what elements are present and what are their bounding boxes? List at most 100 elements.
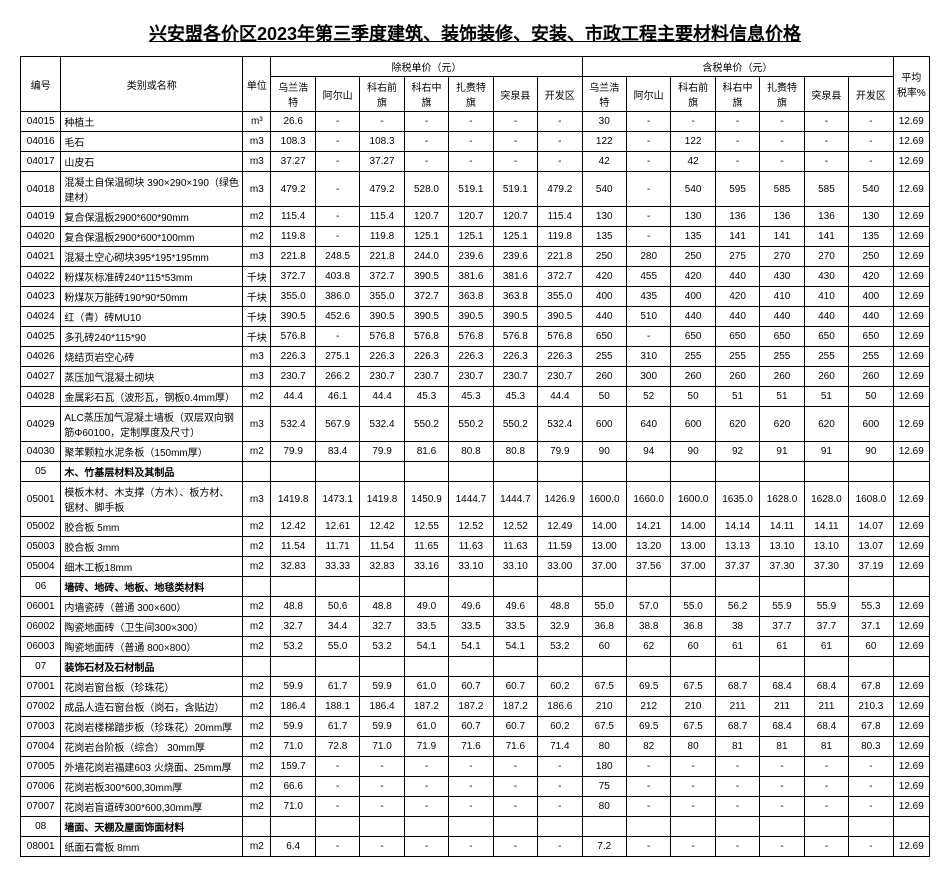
cell-excl: 12.49: [538, 517, 582, 537]
cell-incl: 51: [715, 387, 759, 407]
cell-unit: m2: [243, 777, 271, 797]
cell-incl: 420: [582, 267, 626, 287]
cell-excl: -: [360, 757, 404, 777]
cell-id: 07002: [21, 697, 61, 717]
cell-excl: -: [360, 837, 404, 857]
cell-excl: 576.8: [360, 327, 404, 347]
cell-rate: 12.69: [893, 597, 929, 617]
cell-excl: 115.4: [360, 207, 404, 227]
cell-id: 04025: [21, 327, 61, 347]
cell-excl: 363.8: [449, 287, 493, 307]
cell-incl: 13.07: [849, 537, 893, 557]
cell-excl: 12.52: [493, 517, 537, 537]
cell-incl: 440: [760, 307, 804, 327]
cell-incl: -: [760, 837, 804, 857]
cell-excl: 66.6: [271, 777, 315, 797]
cell-excl: 576.8: [449, 327, 493, 347]
cell-id: 08: [21, 817, 61, 837]
cell-incl: -: [804, 777, 848, 797]
cell-excl: 576.8: [493, 327, 537, 347]
cell-name: 纸面石膏板 8mm: [61, 837, 243, 857]
cell-name: 山皮石: [61, 152, 243, 172]
cell-excl: 60.7: [493, 677, 537, 697]
table-row: 06003陶瓷地面砖（普通 800×800）m253.255.053.254.1…: [21, 637, 930, 657]
cell-incl: 400: [582, 287, 626, 307]
cell-name: 外墙花岗岩福建603 火烧面、25mm厚: [61, 757, 243, 777]
cell-incl: -: [671, 837, 715, 857]
cell-empty: [760, 577, 804, 597]
cell-incl: 50: [671, 387, 715, 407]
table-row: 04029ALC蒸压加气混凝土墙板（双层双向钢筋Φ60100，定制厚度及尺寸）m…: [21, 407, 930, 442]
cell-incl: 14.14: [715, 517, 759, 537]
cell-incl: 435: [626, 287, 670, 307]
cell-unit: m3: [243, 247, 271, 267]
cell-excl: 275.1: [315, 347, 359, 367]
cell-incl: -: [715, 797, 759, 817]
cell-excl: -: [315, 172, 359, 207]
header-region: 开发区: [538, 77, 582, 112]
cell-id: 04018: [21, 172, 61, 207]
cell-excl: 44.4: [538, 387, 582, 407]
header-region: 乌兰浩特: [271, 77, 315, 112]
cell-name: 复合保温板2900*600*90mm: [61, 207, 243, 227]
cell-incl: 440: [715, 267, 759, 287]
cell-incl: -: [715, 757, 759, 777]
cell-incl: 255: [715, 347, 759, 367]
cell-empty: [893, 577, 929, 597]
cell-incl: 212: [626, 697, 670, 717]
cell-name: 聚苯颗粒水泥条板（150mm厚）: [61, 442, 243, 462]
cell-excl: -: [493, 757, 537, 777]
cell-excl: 44.4: [271, 387, 315, 407]
cell-incl: 300: [626, 367, 670, 387]
cell-incl: 1628.0: [804, 482, 848, 517]
cell-excl: -: [538, 132, 582, 152]
cell-incl: -: [626, 112, 670, 132]
header-region: 科右前旗: [671, 77, 715, 112]
cell-incl: 67.5: [582, 677, 626, 697]
cell-rate: 12.69: [893, 347, 929, 367]
header-excl-group: 除税单价（元）: [271, 57, 582, 77]
cell-incl: 585: [760, 172, 804, 207]
cell-empty: [804, 462, 848, 482]
cell-incl: 130: [849, 207, 893, 227]
cell-rate: 12.69: [893, 737, 929, 757]
cell-incl: 260: [671, 367, 715, 387]
cell-incl: 210.3: [849, 697, 893, 717]
cell-excl: 48.8: [271, 597, 315, 617]
cell-incl: 57.0: [626, 597, 670, 617]
cell-incl: 13.10: [760, 537, 804, 557]
cell-excl: 32.7: [271, 617, 315, 637]
cell-excl: -: [449, 112, 493, 132]
cell-excl: 355.0: [538, 287, 582, 307]
cell-incl: 80: [671, 737, 715, 757]
cell-incl: 56.2: [715, 597, 759, 617]
cell-incl: 650: [582, 327, 626, 347]
cell-excl: 390.5: [404, 307, 448, 327]
cell-incl: 55.0: [582, 597, 626, 617]
cell-incl: -: [849, 152, 893, 172]
cell-excl: 187.2: [449, 697, 493, 717]
cell-rate: 12.69: [893, 407, 929, 442]
cell-incl: -: [849, 777, 893, 797]
cell-incl: 90: [582, 442, 626, 462]
cell-empty: [893, 657, 929, 677]
cell-excl: 32.7: [360, 617, 404, 637]
cell-excl: -: [493, 777, 537, 797]
cell-id: 07004: [21, 737, 61, 757]
cell-incl: 1628.0: [760, 482, 804, 517]
cell-excl: 45.3: [404, 387, 448, 407]
cell-excl: 230.7: [271, 367, 315, 387]
cell-incl: -: [715, 112, 759, 132]
cell-excl: -: [404, 152, 448, 172]
cell-rate: 12.69: [893, 837, 929, 857]
cell-incl: 410: [804, 287, 848, 307]
cell-incl: -: [626, 132, 670, 152]
cell-excl: 79.9: [360, 442, 404, 462]
cell-incl: 94: [626, 442, 670, 462]
cell-unit: m2: [243, 617, 271, 637]
cell-excl: 528.0: [404, 172, 448, 207]
cell-id: 04020: [21, 227, 61, 247]
cell-incl: 67.8: [849, 717, 893, 737]
cell-incl: -: [804, 132, 848, 152]
cell-rate: 12.69: [893, 267, 929, 287]
